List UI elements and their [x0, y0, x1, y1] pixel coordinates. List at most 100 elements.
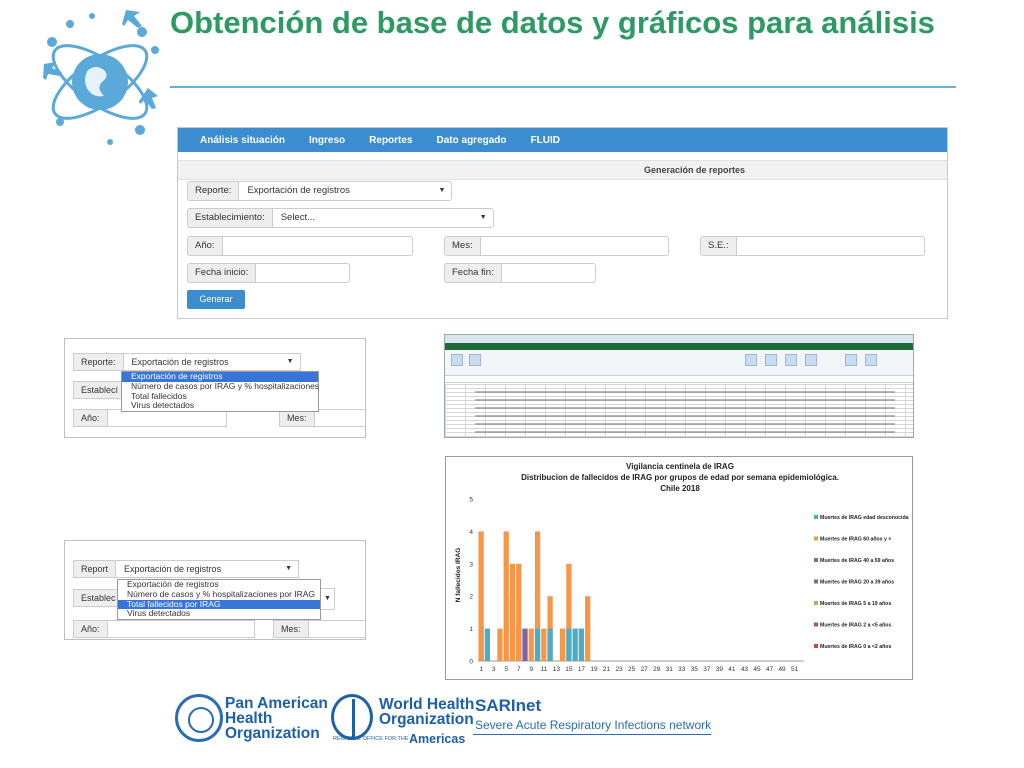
chart-x-tick-label: 45	[753, 666, 761, 673]
dd1-reporte-label: Reporte:	[73, 353, 123, 371]
chart-bar	[566, 628, 572, 661]
nav-reportes[interactable]: Reportes	[369, 134, 413, 146]
fecha-fin-input[interactable]	[500, 263, 596, 283]
chart-x-tick-label: 33	[678, 666, 686, 673]
dd1-options-list: Exportación de registros Número de casos…	[121, 371, 320, 413]
establecimiento-select-value: Select...	[280, 212, 316, 223]
nav-dato-agregado[interactable]: Dato agregado	[436, 134, 507, 146]
chart-legend-swatch	[814, 622, 818, 627]
chart-x-tick-label: 39	[716, 666, 724, 673]
chart-bar	[528, 628, 534, 661]
dd1-option-1[interactable]: Número de casos por IRAG y % hospitaliza…	[131, 380, 320, 391]
dd2-mes-input[interactable]	[307, 620, 365, 638]
paho-logo-text: Pan American Health Organization	[225, 695, 328, 742]
fecha-fin-field: Fecha fin:	[444, 263, 596, 283]
anio-input[interactable]	[221, 236, 413, 256]
chart-y-tick-label: 2	[469, 594, 473, 601]
dd1-option-0[interactable]: Exportación de registros	[122, 371, 318, 382]
dd1-anio-label: Año:	[73, 409, 107, 427]
chart-bar	[522, 628, 528, 661]
chart-x-tick-label: 1	[479, 666, 483, 673]
chart-legend-label: Muertes de IRAG 5 a 19 años	[820, 601, 891, 607]
dd2-option-2[interactable]: Total fallecidos por IRAG	[118, 599, 320, 610]
dd2-reporte-value: Exportación de registros	[124, 564, 222, 574]
nav-fluid[interactable]: FLUID	[530, 134, 560, 146]
chart-subtitle: Distribucion de fallecidos de IRAG por g…	[521, 473, 839, 482]
chart-y-tick-label: 5	[469, 497, 473, 504]
chart-legend-label: Muertes de IRAG 2 a <5 años	[820, 623, 891, 629]
chart-bar	[478, 531, 484, 661]
dd1-reporte-select[interactable]: Exportación de registros ▼	[122, 353, 301, 371]
fecha-fin-label: Fecha fin:	[444, 263, 501, 283]
mes-label: Mes:	[444, 236, 480, 256]
chart-legend-swatch	[814, 601, 818, 605]
chart-title: Vigilancia centinela de IRAG	[626, 462, 734, 471]
chart-x-tick-label: 27	[641, 666, 649, 673]
reporte-dropdown-screenshot-1: Reporte: Exportación de registros ▼ Esta…	[64, 338, 366, 438]
dd2-option-3[interactable]: Virus detectados	[127, 608, 191, 619]
dd2-reporte-row: Report Exportación de registros ▼	[73, 560, 300, 578]
reporte-label: Reporte:	[187, 181, 239, 201]
generar-button[interactable]: Generar	[187, 290, 245, 309]
nav-ingreso[interactable]: Ingreso	[309, 134, 346, 146]
chart-legend-label: Muertes de IRAG 40 a 59 años	[820, 558, 894, 564]
reporte-select[interactable]: Exportación de registros ▼	[238, 181, 453, 201]
chart-legend-swatch	[814, 644, 818, 648]
chart-y-tick-label: 3	[469, 561, 473, 568]
chart-bar	[572, 628, 578, 661]
chart-x-tick-label: 29	[653, 666, 661, 673]
chart-bar	[484, 628, 491, 661]
chart-x-tick-label: 23	[615, 666, 623, 673]
chart-bar	[560, 628, 566, 661]
who-line-1: World Health	[379, 696, 475, 713]
fecha-inicio-field: Fecha inicio:	[187, 263, 351, 283]
reporte-dropdown-screenshot-2: Report Exportación de registros ▼ Establ…	[64, 540, 366, 640]
dd1-option-2[interactable]: Total fallecidos	[131, 390, 187, 401]
anio-label: Año:	[187, 236, 222, 256]
dd1-reporte-value: Exportación de registros	[131, 357, 229, 367]
who-emblem-icon	[331, 694, 373, 740]
chevron-down-icon: ▼	[321, 588, 335, 610]
chart-bar	[547, 628, 553, 661]
mes-input[interactable]	[479, 236, 669, 256]
chart-legend-swatch	[814, 558, 818, 562]
excel-ribbon	[445, 350, 913, 376]
chart-legend-swatch	[814, 515, 818, 519]
excel-export-screenshot	[444, 334, 914, 438]
nav-analisis-situacion[interactable]: Análisis situación	[200, 134, 286, 146]
report-generation-panel: Análisis situación Ingreso Reportes Dato…	[177, 127, 948, 319]
anio-field: Año:	[187, 236, 413, 256]
chart-x-tick-label: 43	[741, 666, 749, 673]
chart-bar	[534, 531, 541, 661]
chart-x-tick-label: 51	[791, 666, 799, 673]
chart-bar	[585, 596, 591, 661]
fecha-inicio-input[interactable]	[255, 263, 351, 283]
chart-legend-swatch	[814, 579, 818, 584]
paho-seal-icon	[175, 694, 223, 742]
fecha-inicio-label: Fecha inicio:	[187, 263, 256, 283]
dd2-anio-input[interactable]	[106, 620, 255, 638]
fallecidos-chart-svg: Vigilancia centinela de IRAG Distribucio…	[455, 462, 909, 673]
chart-legend-label: Muertes de IRAG 60 años y +	[820, 537, 891, 543]
dd2-reporte-select[interactable]: Exportación de registros ▼	[115, 560, 300, 578]
establecimiento-select[interactable]: Select... ▼	[271, 208, 494, 228]
chart-x-tick-label: 21	[603, 666, 611, 673]
dd2-option-0[interactable]: Exportación de registros	[127, 579, 219, 589]
dd2-option-1[interactable]: Número de casos y % hospitalizaciones po…	[127, 588, 316, 599]
dd1-mes-input[interactable]	[313, 409, 365, 427]
dd1-option-3[interactable]: Virus detectados	[131, 400, 195, 411]
chart-legend-label: Muertes de IRAG 0 a <2 años	[820, 644, 891, 650]
chart-y-tick-label: 1	[469, 626, 473, 633]
chart-bar	[578, 628, 585, 661]
chart-x-tick-label: 19	[590, 666, 598, 673]
chevron-down-icon: ▼	[285, 565, 293, 572]
chart-x-tick-label: 31	[666, 666, 674, 673]
footer-logos: Pan American Health Organization World H…	[175, 694, 735, 754]
excel-formula-bar	[445, 376, 913, 383]
chart-y-tick-label: 0	[469, 659, 473, 666]
chart-x-tick-label: 9	[529, 666, 533, 673]
sarinet-subtitle: Severe Acute Respiratory Infections netw…	[475, 718, 712, 732]
se-input[interactable]	[735, 236, 925, 256]
chart-bar	[509, 563, 516, 661]
chart-x-tick-label: 47	[766, 666, 774, 673]
